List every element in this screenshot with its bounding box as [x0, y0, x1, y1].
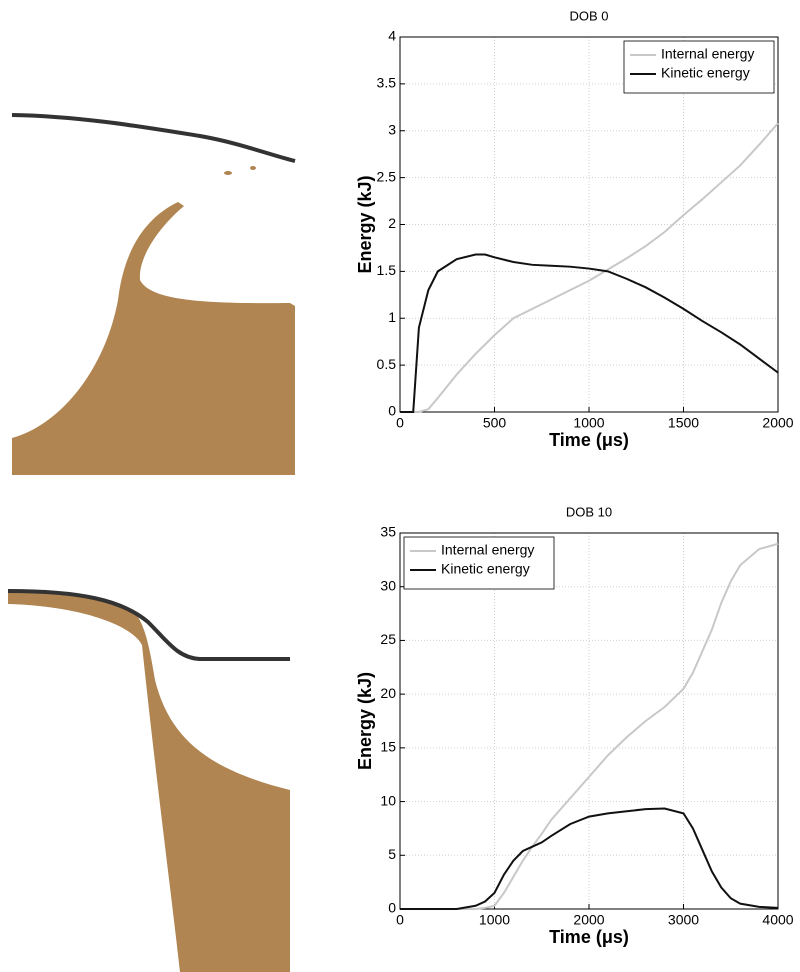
legend-label: Kinetic energy — [661, 65, 750, 81]
x-tick-label: 4000 — [762, 912, 793, 928]
x-axis-label: Time (μs) — [549, 927, 629, 947]
series-line — [400, 253, 779, 413]
soil-body — [12, 202, 295, 475]
x-tick-label: 1500 — [668, 415, 699, 431]
plate-line — [11, 113, 296, 163]
legend-label: Kinetic energy — [441, 561, 530, 577]
y-tick-label: 4 — [388, 28, 396, 44]
y-tick-label: 0 — [388, 403, 396, 419]
y-tick-label: 35 — [380, 524, 396, 540]
y-tick-label: 3.5 — [377, 75, 397, 91]
y-tick-label: 10 — [380, 792, 396, 808]
y-tick-label: 1.5 — [377, 262, 397, 278]
y-axis-label: Energy (kJ) — [355, 672, 375, 770]
series-line — [400, 542, 779, 910]
x-tick-label: 3000 — [668, 912, 699, 928]
soil-fragment — [224, 171, 232, 175]
x-tick-label: 0 — [396, 912, 404, 928]
y-tick-label: 2.5 — [377, 168, 397, 184]
plate-line — [7, 589, 290, 661]
plot-frame — [399, 532, 779, 910]
series-line — [400, 122, 779, 413]
y-tick-label: 5 — [388, 846, 396, 862]
series-line — [400, 807, 779, 910]
x-axis-label: Time (μs) — [549, 430, 629, 450]
legend-box — [403, 536, 555, 590]
simulation-top — [11, 113, 296, 475]
y-tick-label: 0 — [388, 900, 396, 916]
soil-body — [8, 592, 290, 972]
plot-frame — [399, 36, 779, 413]
chart-title: DOB 10 — [566, 504, 612, 519]
x-tick-label: 500 — [483, 415, 507, 431]
x-tick-label: 2000 — [762, 415, 793, 431]
x-tick-label: 2000 — [573, 912, 604, 928]
soil-fragment — [250, 166, 256, 170]
y-tick-label: 0.5 — [377, 356, 397, 372]
legend-label: Internal energy — [661, 46, 754, 62]
x-tick-label: 1000 — [479, 912, 510, 928]
legend-label: Internal energy — [441, 542, 534, 558]
chart-title: DOB 0 — [569, 8, 608, 23]
y-tick-label: 15 — [380, 739, 396, 755]
y-tick-label: 30 — [380, 577, 396, 593]
legend-box — [623, 40, 775, 94]
x-tick-label: 0 — [396, 415, 404, 431]
y-tick-label: 1 — [388, 309, 396, 325]
y-tick-label: 2 — [388, 215, 396, 231]
y-tick-label: 3 — [388, 121, 396, 137]
y-tick-label: 25 — [380, 631, 396, 647]
x-tick-label: 1000 — [573, 415, 604, 431]
y-tick-label: 20 — [380, 685, 396, 701]
y-axis-label: Energy (kJ) — [355, 175, 375, 273]
simulation-bottom — [7, 589, 290, 972]
